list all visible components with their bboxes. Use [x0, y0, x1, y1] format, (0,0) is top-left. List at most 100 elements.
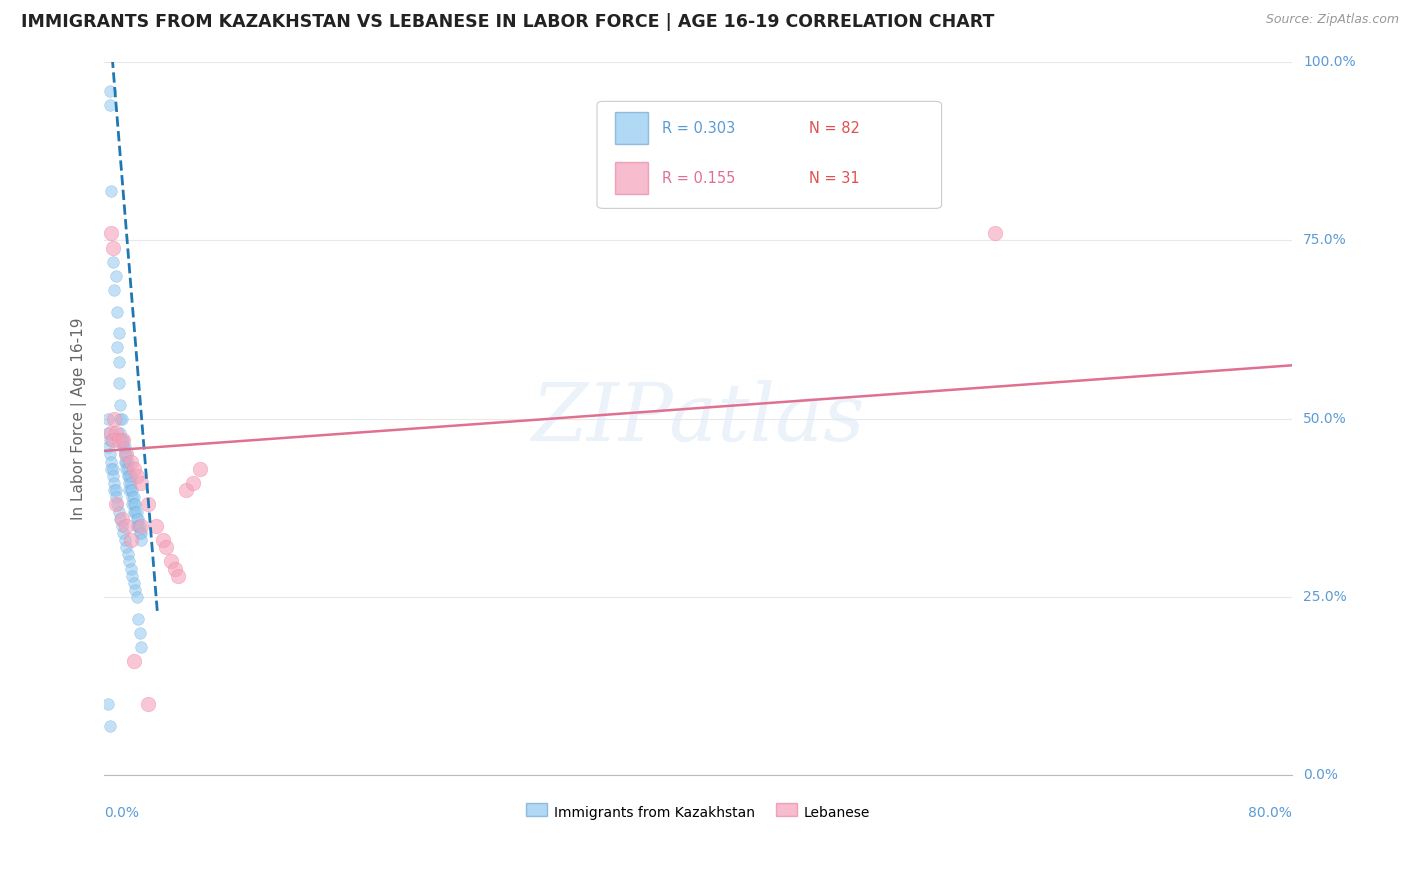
Point — [105, 497, 128, 511]
Point — [127, 611, 149, 625]
Point — [101, 434, 124, 448]
Point — [110, 511, 132, 525]
Point — [107, 355, 129, 369]
Point — [112, 434, 135, 448]
Text: 80.0%: 80.0% — [1249, 806, 1292, 820]
Point — [97, 412, 120, 426]
Point — [122, 575, 145, 590]
Point — [114, 448, 136, 462]
Point — [115, 454, 138, 468]
Point — [138, 697, 160, 711]
Text: IMMIGRANTS FROM KAZAKHSTAN VS LEBANESE IN LABOR FORCE | AGE 16-19 CORRELATION CH: IMMIGRANTS FROM KAZAKHSTAN VS LEBANESE I… — [21, 13, 994, 31]
Point — [100, 461, 122, 475]
Text: 25.0%: 25.0% — [1303, 591, 1347, 604]
Point — [138, 497, 160, 511]
Point — [190, 461, 212, 475]
Point — [98, 448, 121, 462]
Point — [100, 426, 122, 441]
Text: 0.0%: 0.0% — [1303, 769, 1339, 782]
Point — [181, 475, 204, 490]
Point — [121, 483, 143, 497]
FancyBboxPatch shape — [614, 112, 648, 145]
Point — [121, 497, 143, 511]
Point — [110, 398, 132, 412]
Point — [125, 468, 148, 483]
Point — [125, 511, 148, 525]
Point — [122, 490, 145, 504]
Point — [129, 475, 152, 490]
Point — [111, 412, 134, 426]
Text: N = 31: N = 31 — [808, 170, 859, 186]
Point — [115, 461, 138, 475]
Point — [125, 504, 148, 518]
Point — [114, 441, 136, 455]
Text: 50.0%: 50.0% — [1303, 412, 1347, 425]
Point — [117, 468, 139, 483]
Point — [122, 654, 145, 668]
Point — [104, 269, 127, 284]
Point — [105, 341, 128, 355]
Point — [125, 590, 148, 604]
Point — [118, 468, 141, 483]
Point — [98, 98, 121, 112]
Point — [118, 554, 141, 568]
Point — [120, 483, 142, 497]
Point — [984, 227, 1007, 241]
Point — [122, 461, 145, 475]
Point — [112, 434, 135, 448]
Point — [120, 561, 142, 575]
Point — [111, 511, 134, 525]
Point — [110, 412, 132, 426]
Point — [103, 483, 125, 497]
Point — [122, 497, 145, 511]
Point — [101, 241, 124, 255]
Point — [114, 454, 136, 468]
Point — [125, 518, 148, 533]
Point — [128, 625, 150, 640]
Point — [112, 441, 135, 455]
Point — [98, 718, 121, 732]
FancyBboxPatch shape — [598, 102, 942, 209]
Point — [97, 697, 120, 711]
Point — [129, 533, 152, 547]
Point — [103, 475, 125, 490]
Point — [117, 461, 139, 475]
Point — [100, 227, 122, 241]
Point — [104, 497, 127, 511]
Point — [120, 454, 142, 468]
Point — [110, 426, 132, 441]
Point — [128, 518, 150, 533]
Point — [124, 497, 146, 511]
Point — [104, 483, 127, 497]
Point — [129, 640, 152, 654]
Point — [115, 448, 138, 462]
Point — [115, 540, 138, 554]
Point — [104, 490, 127, 504]
Text: R = 0.155: R = 0.155 — [662, 170, 735, 186]
Point — [105, 305, 128, 319]
Point — [103, 284, 125, 298]
Point — [129, 518, 152, 533]
Point — [174, 483, 197, 497]
Point — [124, 504, 146, 518]
Point — [128, 525, 150, 540]
Point — [167, 568, 190, 582]
Legend: Immigrants from Kazakhstan, Lebanese: Immigrants from Kazakhstan, Lebanese — [520, 800, 876, 826]
Point — [120, 475, 142, 490]
Point — [98, 84, 121, 98]
Point — [120, 533, 142, 547]
Point — [118, 475, 141, 490]
Point — [129, 525, 152, 540]
Point — [127, 518, 149, 533]
Point — [114, 533, 136, 547]
Point — [104, 426, 127, 441]
Point — [122, 504, 145, 518]
Point — [107, 434, 129, 448]
Text: 75.0%: 75.0% — [1303, 234, 1347, 247]
Point — [115, 518, 138, 533]
Point — [165, 561, 187, 575]
Text: Source: ZipAtlas.com: Source: ZipAtlas.com — [1265, 13, 1399, 27]
Point — [101, 468, 124, 483]
Point — [121, 568, 143, 582]
Point — [121, 490, 143, 504]
